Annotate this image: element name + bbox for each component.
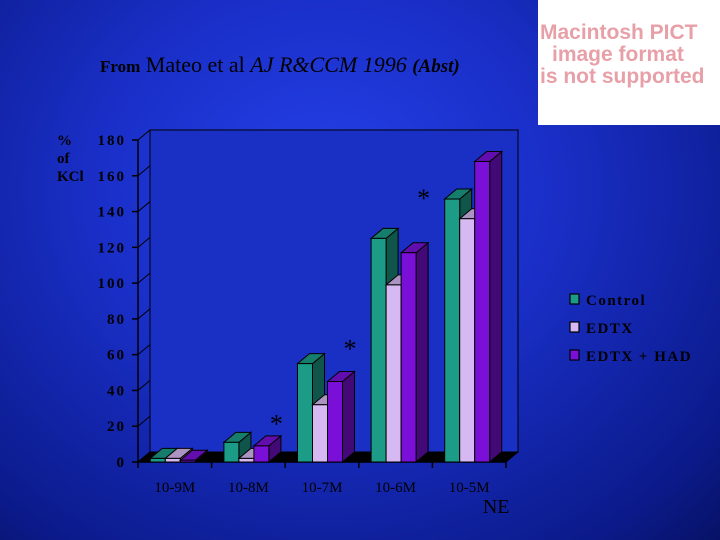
y-tick-diagonal — [137, 308, 151, 320]
y-tick-label: 120 — [98, 240, 127, 256]
bar — [474, 160, 491, 463]
legend-label: Control — [586, 293, 646, 309]
x-tick-label: 10-8M — [228, 480, 269, 496]
bar-side — [342, 370, 355, 464]
pict-unsupported-placeholder: Macintosh PICT image format is not suppo… — [538, 0, 720, 125]
bar — [444, 198, 461, 463]
y-tick-label: 0 — [117, 455, 127, 471]
y-label-line-3: KCl — [57, 169, 84, 185]
bar — [312, 404, 328, 463]
title-reference: Mateo et al — [145, 52, 245, 77]
y-tick-diagonal — [137, 236, 151, 248]
bar — [459, 218, 476, 463]
chart-title: From Mateo et al AJ R&CCM 1996 (Abst) — [100, 52, 460, 78]
legend-label: EDTX + HAD — [586, 349, 692, 365]
bar — [327, 381, 343, 463]
y-tick-label: 100 — [98, 276, 127, 292]
significance-asterisk: * — [270, 410, 283, 439]
y-axis-label: % of KCl — [57, 132, 84, 186]
bar — [297, 363, 313, 463]
y-tick-label: 60 — [107, 348, 126, 364]
y-tick-diagonal — [137, 165, 151, 177]
title-journal: AJ R&CCM 1996 — [250, 52, 407, 77]
title-from: From — [100, 57, 141, 76]
x-tick-label: 10-9M — [154, 480, 195, 496]
significance-asterisk: * — [417, 184, 430, 213]
y-tick-label: 80 — [107, 312, 126, 328]
title-abst: (Abst) — [412, 56, 460, 77]
y-tick-diagonal — [137, 129, 151, 141]
bar — [253, 445, 270, 463]
y-tick-label: 140 — [98, 205, 127, 221]
y-tick-diagonal — [137, 451, 151, 463]
bar — [370, 237, 387, 463]
pict-line-1: Macintosh PICT — [540, 21, 698, 44]
legend-swatch — [569, 349, 580, 361]
x-tick-label: 10-6M — [375, 480, 416, 496]
y-tick-label: 20 — [107, 419, 126, 435]
legend-swatch — [569, 293, 580, 305]
x-tick-label: 10-5M — [449, 480, 490, 496]
y-tick-label: 40 — [107, 383, 126, 399]
bar — [400, 252, 417, 463]
bar — [179, 459, 196, 463]
y-label-line-2: of — [57, 151, 70, 167]
y-tick-diagonal — [137, 201, 151, 212]
y-tick-label: 180 — [98, 133, 127, 149]
bar-side — [415, 241, 429, 464]
y-tick-diagonal — [137, 272, 151, 284]
y-tick-diagonal — [137, 380, 151, 391]
legend-swatch — [569, 321, 580, 333]
pict-line-2: image format — [552, 43, 684, 66]
y-label-line-1: % — [57, 133, 72, 149]
bar — [164, 457, 181, 463]
bar — [223, 441, 240, 463]
pict-line-3: is not supported — [540, 65, 705, 88]
bar — [149, 457, 166, 463]
y-tick-diagonal — [137, 415, 151, 427]
y-tick-diagonal — [137, 344, 151, 356]
y-tick-label: 160 — [98, 169, 127, 185]
bar-side — [489, 150, 503, 464]
legend-label: EDTX — [586, 321, 634, 337]
ne-annotation: NE — [483, 496, 510, 518]
significance-asterisk: * — [344, 335, 357, 364]
bar — [238, 457, 255, 463]
x-tick-label: 10-7M — [302, 480, 343, 496]
bar — [385, 284, 402, 463]
